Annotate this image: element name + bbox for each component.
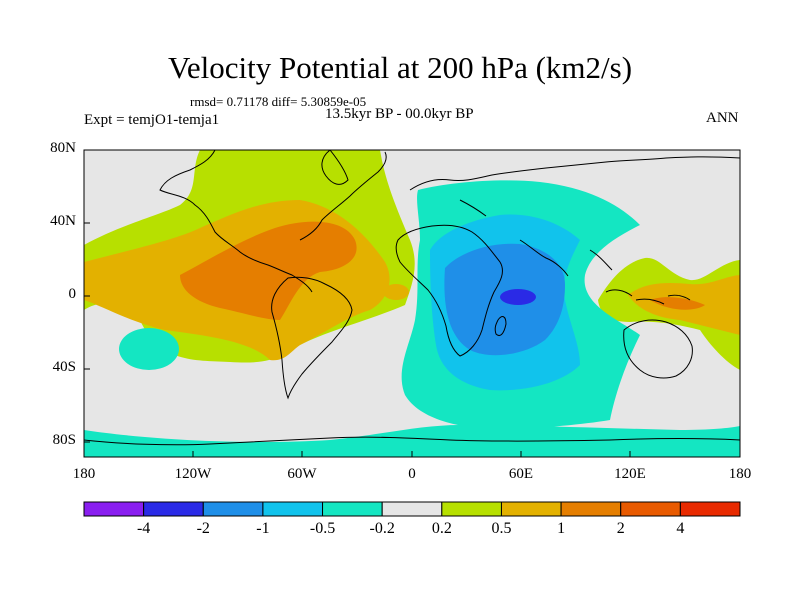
coast-africa: [395, 224, 503, 357]
field-neg-2: [500, 289, 536, 305]
colorbar-swatch-8: [560, 501, 622, 517]
colorbar-label-0: -4: [136, 520, 151, 537]
colorbar-swatch-9: [620, 501, 681, 517]
lon-label-120E: 120E: [614, 466, 646, 482]
lat-label-40S: 40S: [52, 359, 76, 375]
colorbar-label-6: 0.5: [491, 520, 512, 537]
colorbar-swatch-7: [500, 501, 562, 517]
lat-label-40N: 40N: [50, 213, 76, 229]
colorbar-label-4: -0.2: [369, 520, 395, 537]
colorbar-swatch-5: [381, 501, 443, 517]
period-label: 13.5kyr BP - 00.0kyr BP: [325, 106, 474, 122]
colorbar-swatch-3: [262, 501, 324, 517]
colorbar-label-7: 1: [557, 520, 566, 537]
field-pos-2: [180, 221, 357, 320]
colorbar-label-8: 2: [616, 520, 625, 537]
coastlines: [84, 150, 740, 446]
lat-label-80S: 80S: [52, 432, 76, 448]
colorbar-swatch-6: [441, 501, 502, 517]
figure-title: Velocity Potential at 200 hPa (km2/s): [167, 50, 633, 85]
lat-label-80N: 80N: [50, 140, 76, 156]
colorbar-swatch-1: [143, 501, 204, 517]
lon-label-0: 0: [408, 466, 416, 482]
colorbar-label-5: 0.2: [431, 520, 452, 537]
coast-europe-asia: [409, 156, 740, 277]
field-neg-southpacific: [119, 328, 179, 370]
lon-label-180-right: 180: [728, 466, 752, 482]
field-pos-indopacific-2: [650, 297, 705, 310]
coast-indonesia: [605, 289, 691, 305]
lon-label-120W: 120W: [174, 466, 212, 482]
field-pos-atlantic: [383, 284, 409, 300]
lon-label-180-left: 180: [72, 466, 96, 482]
coast-north-america: [159, 150, 387, 293]
colorbar-label-3: -0.5: [309, 520, 336, 537]
field-neg-southern: [84, 425, 740, 457]
colorbar-label-1: -2: [196, 520, 210, 537]
coast-madagascar: [494, 316, 507, 337]
coast-greenland: [321, 150, 349, 185]
experiment-label: Expt = temjO1-temja1: [84, 112, 220, 128]
contour-fields: [84, 150, 740, 457]
colorbar-swatch-0: [83, 501, 145, 517]
colorbar-swatch-4: [322, 501, 383, 517]
lon-label-60W: 60W: [287, 466, 317, 482]
stats-text: rmsd= 0.71178 diff= 5.30859e-05: [190, 94, 367, 109]
colorbar: [83, 501, 741, 517]
tick-marks: [84, 149, 631, 457]
lon-label-60E: 60E: [508, 466, 534, 482]
colorbar-swatch-10: [679, 501, 741, 517]
colorbar-label-9: 4: [676, 520, 685, 537]
coast-australia: [623, 319, 693, 379]
coast-antarctica: [84, 436, 740, 446]
lat-label-0: 0: [68, 286, 77, 302]
colorbar-swatch-2: [202, 501, 264, 517]
colorbar-label-2: -1: [256, 520, 270, 537]
coast-south-america: [271, 276, 353, 400]
season-label: ANN: [706, 110, 739, 126]
